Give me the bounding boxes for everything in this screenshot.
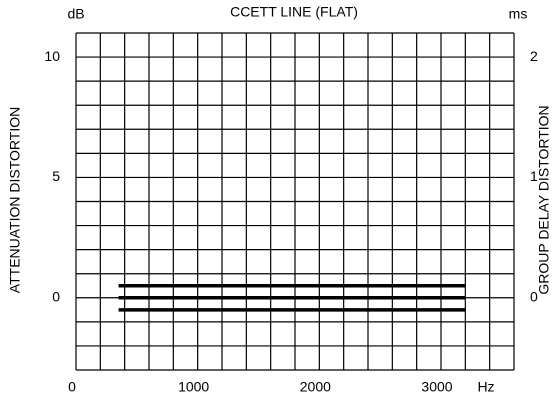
x-tick-label: 0 (68, 379, 76, 395)
x-tick-label: 3000 (421, 379, 452, 395)
y-tick-label: 5 (52, 168, 60, 184)
y-unit: dB (67, 6, 84, 22)
y2-tick-label: 0 (530, 288, 538, 304)
x-unit: Hz (477, 379, 494, 395)
y-axis-label: ATTENUATION DISTORTION (7, 107, 23, 293)
y2-unit: ms (509, 6, 528, 22)
x-tick-label: 1000 (178, 379, 209, 395)
y-tick-label: 0 (52, 288, 60, 304)
y-tick-label: 10 (44, 48, 60, 64)
y2-tick-label: 2 (530, 48, 538, 64)
y2-axis-label: GROUP DELAY DISTORTION (536, 105, 552, 294)
chart-title: CCETT LINE (FLAT) (230, 4, 358, 20)
y2-tick-label: 1 (530, 168, 538, 184)
x-tick-label: 2000 (300, 379, 331, 395)
